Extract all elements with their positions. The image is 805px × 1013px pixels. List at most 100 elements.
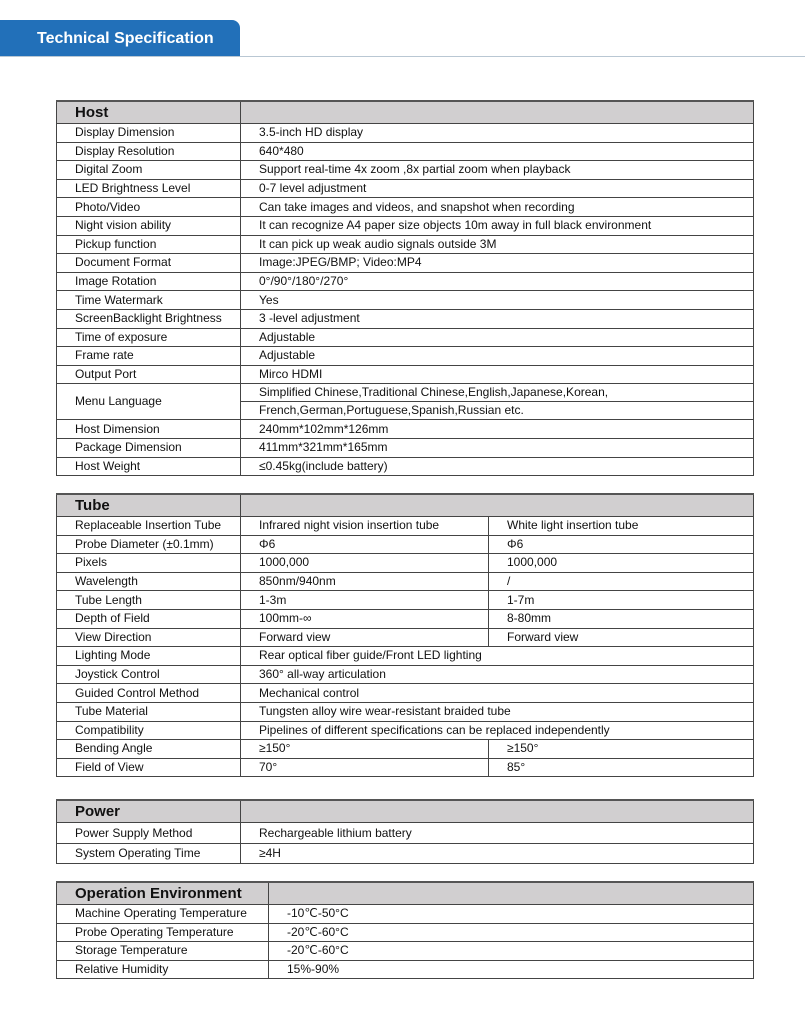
table-row: Pickup function It can pick up weak audio… [56,234,754,255]
spec-value: 411mm*321mm*165mm [240,437,754,458]
table-row: ScreenBacklight Brightness 3 -level adjus… [56,308,754,329]
spec-label: Time of exposure [56,327,241,348]
table-row: Relative Humidity 15%-90% [56,959,754,980]
table-row: Night vision ability It can recognize A4 … [56,215,754,236]
spec-value: Forward view [240,627,489,648]
section-heading: Power [56,799,241,823]
spec-label: Frame rate [56,346,241,366]
section-header-blank [240,100,754,124]
spec-label: Image Rotation [56,271,241,292]
table-row: Machine Operating Temperature -10℃-50°C [56,904,754,924]
table-row: Field of View 70° 85° [56,757,754,778]
spec-value: 850nm/940nm [240,571,489,592]
spec-value: 0°/90°/180°/270° [240,271,754,292]
section-header: Power [56,799,754,823]
spec-value-alt: ≥150° [488,739,754,759]
spec-label: Night vision ability [56,215,241,236]
spec-value-alt: White light insertion tube [488,516,754,536]
spec-value-alt: / [488,571,754,592]
table-row: Output Port Mirco HDMI [56,364,754,385]
table-row: Storage Temperature -20℃-60°C [56,941,754,961]
spec-label: Output Port [56,364,241,385]
spec-label: Photo/Video [56,197,241,217]
spec-label: System Operating Time [56,843,241,864]
spec-label: Probe Diameter (±0.1mm) [56,534,241,555]
spec-label: Time Watermark [56,290,241,310]
spec-value: Rear optical fiber guide/Front LED light… [240,646,754,666]
section-header-blank [240,493,754,517]
table-row: View Direction Forward view Forward view [56,627,754,648]
spec-value: Adjustable [240,346,754,366]
spec-value: 1000,000 [240,553,489,573]
spec-label: Storage Temperature [56,941,269,961]
section-header: Tube [56,493,754,517]
spec-value: ≥150° [240,739,489,759]
spec-label: Machine Operating Temperature [56,904,269,924]
table-row: Lighting Mode Rear optical fiber guide/Fr… [56,646,754,666]
spec-value: 3.5-inch HD display [240,123,754,143]
table-row: Menu Language Simplified Chinese,Traditio… [56,383,754,421]
spec-value: 0-7 level adjustment [240,178,754,199]
spec-value: ≤0.45kg(include battery) [240,456,754,477]
spec-label: Compatibility [56,720,241,741]
spec-label: Replaceable Insertion Tube [56,516,241,536]
table-row: Joystick Control 360° all-way articulatio… [56,664,754,685]
spec-table-power: Power Power Supply Method Rechargeable lit… [56,799,754,864]
spec-label: Guided Control Method [56,683,241,703]
spec-label: Package Dimension [56,437,241,458]
spec-value: Simplified Chinese,Traditional Chinese,E… [240,383,754,421]
spec-label: Joystick Control [56,664,241,685]
spec-value-alt: 1000,000 [488,553,754,573]
spec-value: Infrared night vision insertion tube [240,516,489,536]
spec-value-line: Simplified Chinese,Traditional Chinese,E… [259,385,609,400]
spec-label: Display Dimension [56,123,241,143]
spec-value: -20℃-60°C [268,941,754,961]
table-row: Depth of Field 100mm-∞ 8-80mm [56,608,754,629]
spec-value-line: French,German,Portuguese,Spanish,Russian… [241,401,753,419]
spec-label: Document Format [56,253,241,273]
table-row: Time Watermark Yes [56,290,754,310]
spec-label: Digital Zoom [56,160,241,180]
table-row: Tube Length 1-3m 1-7m [56,590,754,610]
section-header-blank [240,799,754,823]
table-row: Display Resolution 640*480 [56,141,754,162]
table-row: Compatibility Pipelines of different spec… [56,720,754,741]
spec-label: Tube Material [56,701,241,722]
spec-value: 240mm*102mm*126mm [240,419,754,439]
spec-value: Rechargeable lithium battery [240,822,754,844]
spec-label: Tube Length [56,590,241,610]
table-row: Host Weight ≤0.45kg(include battery) [56,456,754,477]
spec-value: 70° [240,757,489,778]
table-row: Pixels 1000,000 1000,000 [56,553,754,573]
spec-label: Pixels [56,553,241,573]
table-row: System Operating Time ≥4H [56,843,754,864]
spec-value: Tungsten alloy wire wear-resistant braid… [240,701,754,722]
spec-label: Relative Humidity [56,959,269,980]
spec-value: 3 -level adjustment [240,308,754,329]
table-row: Power Supply Method Rechargeable lithium … [56,822,754,844]
spec-label: Depth of Field [56,608,241,629]
section-heading: Tube [56,493,241,517]
spec-value: Mechanical control [240,683,754,703]
spec-value: -20℃-60°C [268,922,754,943]
spec-value: Image:JPEG/BMP; Video:MP4 [240,253,754,273]
table-row: Tube Material Tungsten alloy wire wear-re… [56,701,754,722]
spec-label: Host Weight [56,456,241,477]
spec-value-alt: 8-80mm [488,608,754,629]
table-row: Frame rate Adjustable [56,346,754,366]
table-row: Image Rotation 0°/90°/180°/270° [56,271,754,292]
spec-value: It can recognize A4 paper size objects 1… [240,215,754,236]
spec-value-alt: Φ6 [488,534,754,555]
spec-table-host: Host Display Dimension 3.5-inch HD display… [56,100,754,477]
spec-value: 360° all-way articulation [240,664,754,685]
section-heading: Host [56,100,241,124]
spec-value: Φ6 [240,534,489,555]
spec-value: Mirco HDMI [240,364,754,385]
spec-table-operation-environment: Operation Environment Machine Operating T… [56,881,754,980]
spec-label: LED Brightness Level [56,178,241,199]
spec-value: Yes [240,290,754,310]
table-row: Wavelength 850nm/940nm / [56,571,754,592]
spec-value-alt: 85° [488,757,754,778]
spec-label: ScreenBacklight Brightness [56,308,241,329]
